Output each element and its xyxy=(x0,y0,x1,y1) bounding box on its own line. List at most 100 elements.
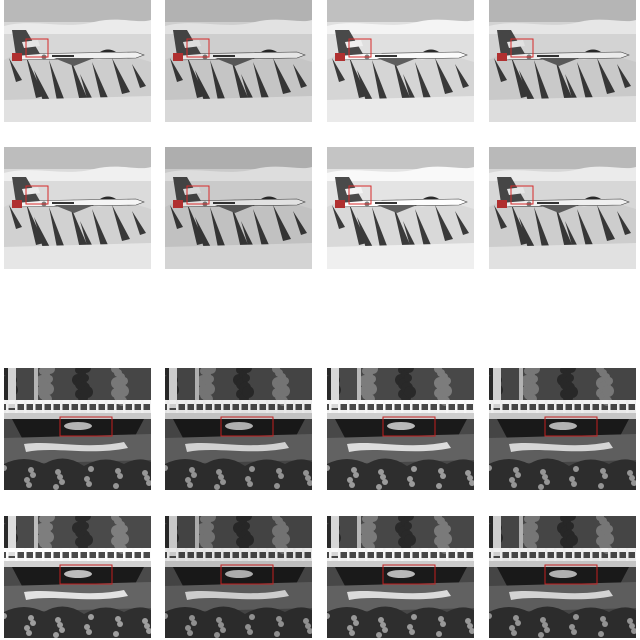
bridge-post xyxy=(167,400,170,414)
bush-highlight xyxy=(303,470,309,476)
water-reflection xyxy=(24,442,128,452)
bridge-post xyxy=(599,400,602,414)
leaf-texture xyxy=(42,383,54,395)
leaf-texture xyxy=(530,523,538,531)
bridge-post xyxy=(78,548,81,562)
water-reflection xyxy=(347,590,451,600)
clouds xyxy=(4,166,151,181)
foreground-bushes xyxy=(165,458,312,490)
bridge-tile-6 xyxy=(165,516,312,638)
mountain-ridge xyxy=(112,205,130,241)
bridge-rail-bottom xyxy=(489,558,636,561)
bush-highlight xyxy=(220,627,226,633)
bridge-rail-bottom xyxy=(4,410,151,413)
bush-highlight xyxy=(276,616,282,622)
jet-photo xyxy=(165,147,312,269)
tree-trunk xyxy=(357,516,361,552)
leaf-texture xyxy=(440,385,452,397)
bridge-tile-5 xyxy=(4,516,151,638)
bridge-post xyxy=(464,400,467,414)
bridge-rail-top xyxy=(165,400,312,404)
bridge-tile-8 xyxy=(489,516,636,638)
bridge-post xyxy=(150,548,151,562)
jet-canopy xyxy=(585,196,601,199)
bridge-post xyxy=(554,548,557,562)
leaf-texture xyxy=(368,375,376,383)
mountain-ridge xyxy=(435,58,453,94)
bridge-post xyxy=(365,400,368,414)
highlight-box xyxy=(382,416,436,437)
leaf-texture xyxy=(206,516,216,522)
bush-highlight xyxy=(24,625,30,631)
bridge-rail-bottom xyxy=(4,558,151,561)
highlight-box xyxy=(220,416,274,437)
water-sparkle xyxy=(549,570,577,578)
mountain-ridge xyxy=(617,64,631,88)
jet-photo xyxy=(165,0,312,122)
mountain-ridge xyxy=(372,207,389,253)
bush-highlight xyxy=(216,617,222,623)
leaf-texture xyxy=(242,534,254,546)
bush-highlight xyxy=(26,482,32,488)
bridge-post xyxy=(392,400,395,414)
bush-highlight xyxy=(544,627,550,633)
leaf-texture xyxy=(404,374,412,382)
tree-trunk xyxy=(195,516,199,552)
highlight-box xyxy=(59,416,113,437)
jet-photo xyxy=(489,147,636,269)
bush-highlight xyxy=(436,631,442,637)
bridge-post xyxy=(536,548,539,562)
bridge-post xyxy=(437,548,440,562)
cloud-band xyxy=(165,147,312,169)
bush-highlight xyxy=(249,466,255,472)
bush-highlight xyxy=(380,474,386,480)
bridge-post xyxy=(590,400,593,414)
jet-wing xyxy=(54,205,94,213)
highlight-box xyxy=(186,38,210,58)
highlight-box xyxy=(25,38,49,58)
bush-highlight xyxy=(86,629,92,635)
highlight-box xyxy=(510,38,534,58)
bush-highlight xyxy=(115,468,121,474)
bush-highlight xyxy=(278,473,284,479)
bridge-post xyxy=(446,548,449,562)
leaf-texture xyxy=(605,377,613,385)
bush-highlight xyxy=(220,479,226,485)
bridge-post xyxy=(96,400,99,414)
mountain-ridge xyxy=(494,58,507,82)
bridge-post xyxy=(563,400,566,414)
bush-highlight xyxy=(249,614,255,620)
bridge-post xyxy=(545,400,548,414)
bridge-post xyxy=(6,548,9,562)
leaf-texture xyxy=(530,375,538,383)
bush-highlight xyxy=(218,474,224,480)
mountain-ridge xyxy=(170,58,183,82)
jet-tile-5 xyxy=(4,147,151,269)
jet-canopy xyxy=(423,196,439,199)
bush-highlight xyxy=(538,484,544,490)
jet-wing xyxy=(215,58,255,66)
mountain-ridge xyxy=(293,211,307,235)
bridge-post xyxy=(446,400,449,414)
bush-highlight xyxy=(57,474,63,480)
bush-highlight xyxy=(115,616,121,622)
bush-highlight xyxy=(467,623,473,629)
water-sparkle xyxy=(64,570,92,578)
bridge-post xyxy=(293,548,296,562)
bush-highlight xyxy=(274,631,280,637)
highlight-box xyxy=(348,38,372,58)
bridge-post xyxy=(347,548,350,562)
leaf-texture xyxy=(281,525,289,533)
bush-highlight xyxy=(542,622,548,628)
bush-highlight xyxy=(627,470,633,476)
bridge-post xyxy=(87,400,90,414)
jet-canopy xyxy=(585,49,601,52)
bush-highlight xyxy=(30,620,36,626)
jet-photo xyxy=(489,0,636,122)
bridge-post xyxy=(132,400,135,414)
bush-highlight xyxy=(185,625,191,631)
bush-highlight xyxy=(378,617,384,623)
bridge-deck xyxy=(4,413,151,419)
jet-tail-stripe xyxy=(12,200,22,208)
bridge-post xyxy=(176,400,179,414)
